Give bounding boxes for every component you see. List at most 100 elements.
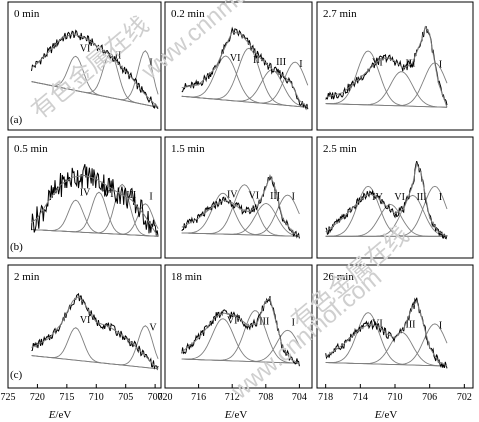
time-label: 2.5 min — [323, 143, 357, 155]
time-label: 2 min — [14, 271, 40, 283]
measured-spectrum — [181, 175, 300, 239]
x-tick-label: 715 — [59, 392, 74, 403]
peak-label: IV — [227, 190, 238, 201]
peak-label: I — [149, 58, 152, 69]
component-peak — [31, 325, 159, 366]
time-label: 26 min — [323, 271, 354, 283]
measured-spectrum — [325, 160, 448, 240]
peak-label: III — [417, 192, 427, 203]
x-tick-label: 725 — [1, 392, 16, 403]
panel-frame — [7, 136, 162, 259]
measured-spectrum — [181, 26, 309, 111]
spectrum-panel: 2 min VI V — [7, 264, 162, 389]
peak-label: VI — [80, 315, 91, 326]
peak-label: VI — [103, 189, 114, 200]
panel-frame — [316, 1, 474, 131]
x-axis-label-3: E/eV — [374, 409, 398, 421]
peak-label: I — [149, 191, 152, 202]
peak-label: IV — [80, 188, 91, 199]
measured-spectrum — [325, 26, 448, 106]
panel-frame — [164, 136, 313, 259]
component-peak — [31, 50, 159, 101]
component-peak — [325, 62, 448, 107]
x-axis-label-unit: /eV — [55, 409, 71, 421]
component-peak — [31, 53, 159, 108]
x-axis-label-3-italic: E — [374, 409, 382, 421]
time-label: 1.5 min — [171, 143, 205, 155]
peak-label: VI — [372, 58, 383, 69]
component-peak — [181, 318, 300, 364]
component-peak — [325, 185, 448, 237]
peak-label: III — [270, 191, 280, 202]
measured-spectrum — [31, 29, 159, 110]
x-axis-label-italic: E — [48, 409, 56, 421]
peak-label: III — [406, 320, 416, 331]
fit-envelope — [181, 297, 300, 364]
x-axis-label-2: E/eV — [224, 409, 248, 421]
fit-envelope — [181, 31, 309, 108]
x-tick-label: 720 — [158, 392, 173, 403]
peak-label: I — [439, 321, 442, 332]
panel-frame — [7, 264, 162, 389]
peak-label: I — [439, 60, 442, 71]
peak-label: III — [259, 316, 269, 327]
fit-envelope — [325, 299, 448, 367]
peak-label: I — [292, 192, 295, 203]
x-tick-label: 700 — [148, 392, 163, 403]
peak-label: VI — [394, 192, 405, 203]
x-tick-label: 704 — [292, 392, 307, 403]
component-peak — [181, 61, 309, 104]
peak-label: I — [292, 318, 295, 329]
peak-label: I — [439, 192, 442, 203]
x-tick-label: 710 — [89, 392, 104, 403]
x-tick-label: 714 — [353, 392, 368, 403]
x-tick-label: 718 — [318, 392, 333, 403]
panel-frame — [316, 136, 474, 259]
measured-spectrum — [31, 163, 159, 237]
panel-frame — [164, 264, 313, 389]
component-peak — [181, 194, 300, 236]
fit-envelope — [325, 161, 448, 237]
peak-label: I — [299, 59, 302, 70]
fit-envelope — [325, 25, 448, 108]
x-axis-label-2-unit: /eV — [231, 409, 247, 421]
x-tick-label: 720 — [30, 392, 45, 403]
peak-label: VI — [230, 53, 241, 64]
x-axis-label-3-unit: /eV — [381, 409, 397, 421]
fit-envelope — [31, 295, 159, 370]
time-label: 0.5 min — [14, 143, 48, 155]
panel-frame — [164, 1, 313, 131]
component-peak — [181, 55, 308, 108]
peak-label: II — [115, 50, 122, 61]
x-tick-label: 705 — [118, 392, 133, 403]
time-label: 2.7 min — [323, 8, 357, 20]
x-tick-label: 702 — [457, 392, 472, 403]
row-labels-layer: (a) (b) (c) — [10, 114, 23, 381]
x-axis-label-2-italic: E — [224, 409, 232, 421]
peak-label: VI — [249, 190, 260, 201]
row-label-b: (b) — [10, 241, 23, 253]
component-peak — [181, 184, 300, 237]
time-label: 18 min — [171, 271, 202, 283]
peak-label: VI — [227, 315, 238, 326]
component-peak — [325, 323, 448, 365]
peak-label: III — [276, 57, 286, 68]
measured-spectrum — [325, 297, 448, 369]
peak-label: II — [253, 55, 260, 66]
fit-envelope — [31, 175, 159, 237]
time-label: 0 min — [14, 8, 40, 20]
x-axis-label: E/eV — [48, 409, 72, 421]
panel-frame — [7, 1, 162, 131]
x-tick-label: 712 — [225, 392, 240, 403]
peak-label: V — [149, 322, 157, 333]
peak-label: VI — [80, 43, 91, 54]
